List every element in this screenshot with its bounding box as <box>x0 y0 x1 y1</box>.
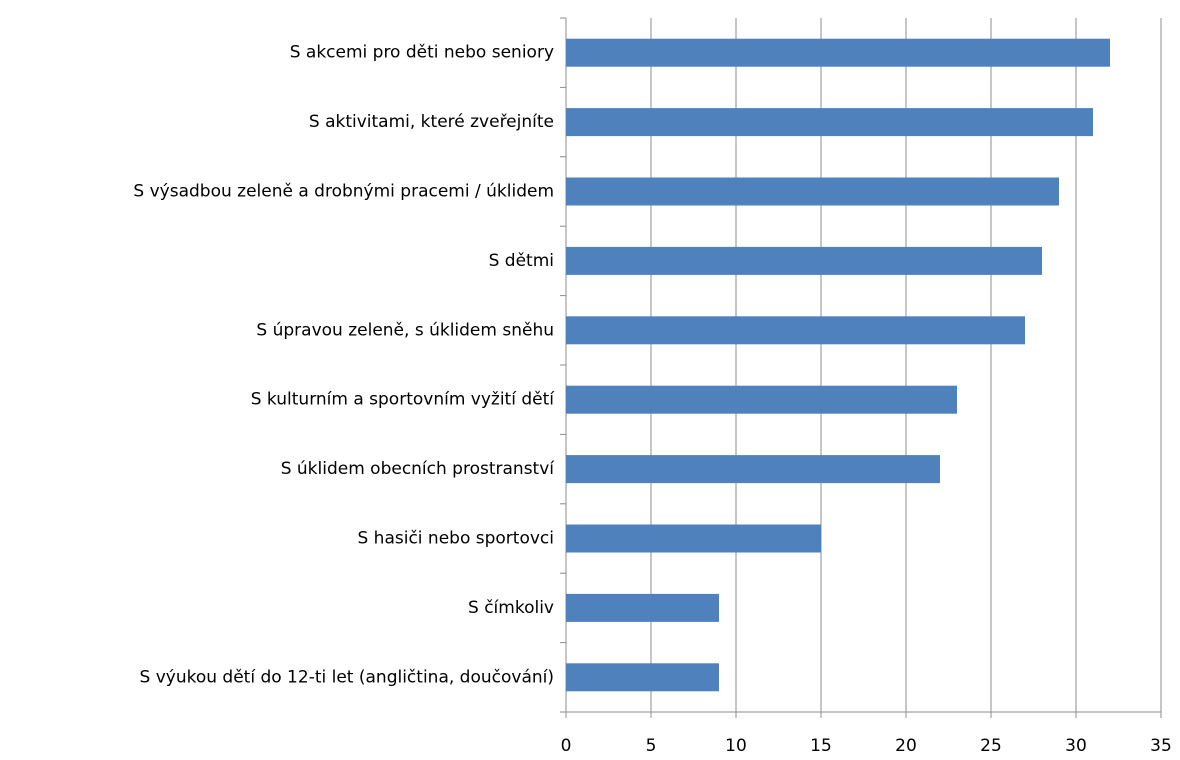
bar <box>566 38 1110 67</box>
y-tick-label: S úklidem obecních prostranství <box>281 459 556 479</box>
x-tick-label: 0 <box>561 736 572 756</box>
y-tick-label: S akcemi pro děti nebo seniory <box>290 43 554 63</box>
bar <box>566 455 940 484</box>
y-tick-label: S hasiči nebo sportovci <box>357 529 554 549</box>
y-tick-label: S kulturním a sportovním vyžití dětí <box>251 390 556 410</box>
bar <box>566 385 957 414</box>
bar <box>566 108 1093 137</box>
x-tick-label: 5 <box>646 736 657 756</box>
y-tick-label: S výukou dětí do 12-ti let (angličtina, … <box>140 667 554 687</box>
bar <box>566 316 1025 345</box>
x-tick-label: 15 <box>810 736 832 756</box>
y-tick-label: S čímkoliv <box>468 598 554 618</box>
x-tick-label: 35 <box>1150 736 1172 756</box>
bar <box>566 177 1059 206</box>
x-tick-label: 10 <box>725 736 747 756</box>
y-tick-label: S výsadbou zeleně a drobnými pracemi / ú… <box>133 182 554 202</box>
y-tick-label: S dětmi <box>489 251 554 271</box>
x-tick-label: 20 <box>895 736 917 756</box>
x-tick-label: 30 <box>1065 736 1087 756</box>
y-tick-label: S úpravou zeleně, s úklidem sněhu <box>256 320 554 340</box>
bar <box>566 524 821 553</box>
bar <box>566 663 719 692</box>
bar <box>566 593 719 622</box>
x-tick-label: 25 <box>980 736 1002 756</box>
y-tick-label: S aktivitami, které zveřejníte <box>309 112 554 132</box>
bar <box>566 246 1042 275</box>
